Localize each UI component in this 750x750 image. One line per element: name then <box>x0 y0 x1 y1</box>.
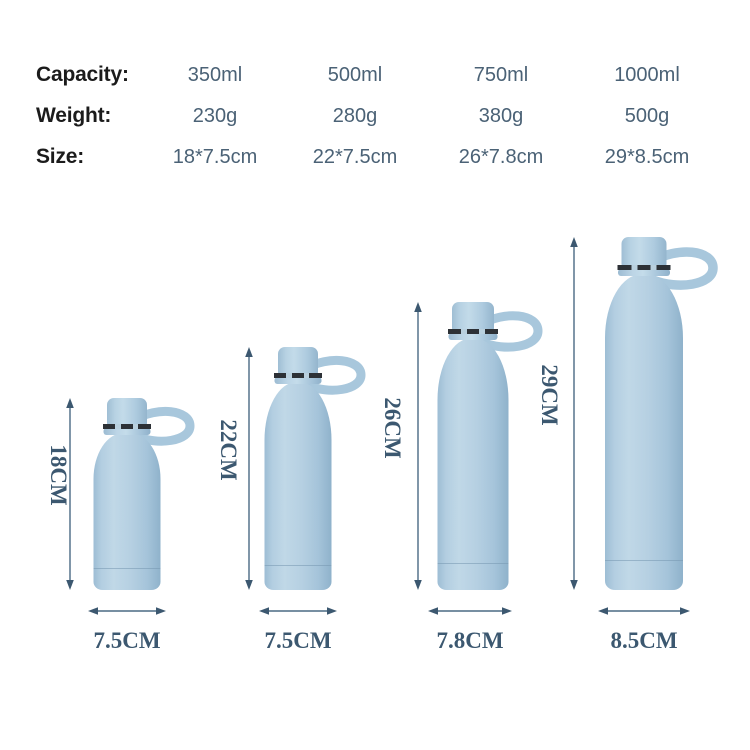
bottle-cap <box>452 302 494 330</box>
bottle-350ml <box>88 398 195 590</box>
bottle-base-line <box>264 565 332 566</box>
bottle-750ml <box>431 302 543 590</box>
bottle-collar <box>448 333 498 340</box>
spec-value-size-1000ml: 29*8.5cm <box>604 146 690 168</box>
height-arrow-1000ml <box>568 237 580 590</box>
bottle-cap <box>107 398 147 425</box>
spec-value-size-350ml: 18*7.5cm <box>172 146 258 168</box>
cap-metal-band <box>617 265 671 270</box>
strap-loop-icon <box>129 406 196 450</box>
spec-table: Capacity: 350ml 500ml 750ml 1000ml Weigh… <box>36 63 716 186</box>
spec-value-size-500ml: 22*7.5cm <box>312 146 398 168</box>
spec-label-capacity: Capacity: <box>36 63 129 86</box>
bottle-body <box>264 382 332 590</box>
strap-loop-icon <box>300 355 367 399</box>
spec-value-weight-350ml: 230g <box>192 105 238 127</box>
width-arrow-500ml <box>259 605 337 617</box>
width-label-350ml: 7.5CM <box>93 628 161 653</box>
bottle-collar <box>274 377 322 384</box>
bottle-body <box>605 274 683 590</box>
spec-row-size: Size: 18*7.5cm 22*7.5cm 26*7.8cm 29*8.5c… <box>36 145 716 186</box>
width-label-750ml: 7.8CM <box>436 628 504 653</box>
bottle-collar <box>618 269 670 276</box>
width-arrow-1000ml <box>598 605 690 617</box>
bottle-base-line <box>605 560 683 561</box>
bottle-base-line <box>93 568 161 569</box>
cap-metal-band <box>274 373 322 378</box>
spec-label-size: Size: <box>36 145 85 168</box>
spec-value-weight-500ml: 280g <box>332 105 378 127</box>
bottle-cap <box>621 237 667 266</box>
height-arrow-500ml <box>243 347 255 590</box>
spec-label-weight: Weight: <box>36 104 112 127</box>
height-label-750ml: 26CM <box>380 397 405 459</box>
cap-metal-band <box>448 329 498 334</box>
bottle-cap <box>278 347 318 374</box>
height-arrow-750ml <box>412 302 424 590</box>
cap-metal-band <box>103 424 151 429</box>
bottle-body <box>437 338 509 590</box>
width-label-1000ml: 8.5CM <box>610 628 678 653</box>
spec-value-capacity-750ml: 750ml <box>473 64 529 86</box>
spec-value-weight-1000ml: 500g <box>624 105 670 127</box>
width-arrow-350ml <box>88 605 166 617</box>
bottle-base-line <box>437 563 509 564</box>
height-label-500ml: 22CM <box>216 419 241 481</box>
height-label-1000ml: 29CM <box>537 364 562 426</box>
spec-value-capacity-350ml: 350ml <box>187 64 243 86</box>
strap-loop-icon <box>475 311 544 356</box>
height-arrow-350ml <box>64 398 76 590</box>
bottle-body <box>93 433 161 590</box>
spec-value-size-750ml: 26*7.8cm <box>458 146 544 168</box>
spec-row-capacity: Capacity: 350ml 500ml 750ml 1000ml <box>36 63 716 104</box>
bottle-1000ml <box>598 237 718 590</box>
spec-value-capacity-1000ml: 1000ml <box>614 64 680 86</box>
bottle-500ml <box>259 347 366 590</box>
width-label-500ml: 7.5CM <box>264 628 332 653</box>
spec-value-capacity-500ml: 500ml <box>327 64 383 86</box>
width-arrow-750ml <box>428 605 512 617</box>
spec-row-weight: Weight: 230g 280g 380g 500g <box>36 104 716 145</box>
height-label-350ml: 18CM <box>46 444 71 506</box>
bottle-collar <box>103 428 151 435</box>
strap-loop-icon <box>646 247 719 294</box>
spec-value-weight-750ml: 380g <box>478 105 524 127</box>
